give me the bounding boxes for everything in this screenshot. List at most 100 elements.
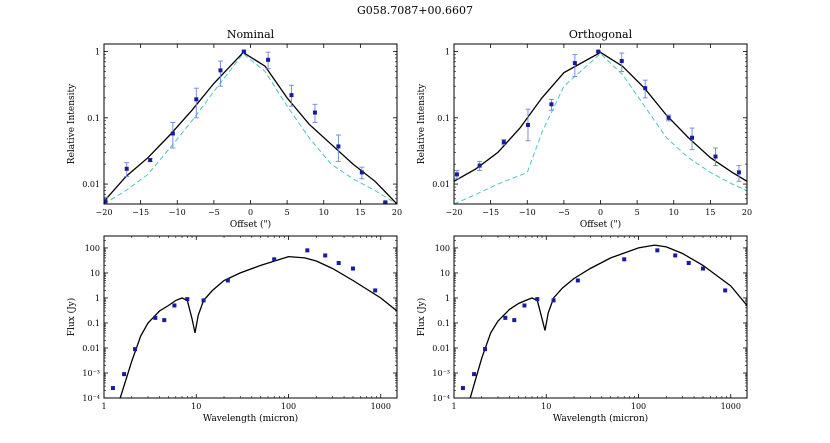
data-point	[104, 199, 108, 204]
y-tick-label: 100	[435, 244, 450, 253]
data-point	[686, 260, 691, 265]
x-tick-label: 1	[101, 402, 106, 411]
y-tick-label: 0.1	[437, 114, 450, 123]
y-tick-label: 1	[445, 294, 450, 303]
x-tick-label: −10	[519, 208, 536, 217]
beam-profile-line	[104, 52, 397, 204]
data-point	[350, 266, 355, 271]
data-point	[383, 200, 388, 204]
data-point	[110, 386, 115, 391]
data-point	[512, 318, 517, 323]
data-point	[483, 347, 488, 352]
data-point	[736, 170, 741, 175]
y-tick-label: 100	[85, 244, 100, 253]
y-tick-label: 0.1	[87, 114, 100, 123]
plot-frame	[453, 43, 748, 205]
x-tick-label: 1000	[371, 402, 391, 411]
x-tick-label: 10	[319, 208, 329, 217]
x-tick-label: 1000	[721, 402, 741, 411]
x-tick-label: −15	[482, 208, 499, 217]
x-tick-label: −15	[132, 208, 149, 217]
data-point	[323, 253, 328, 258]
y-tick-label: 10⁻⁴	[82, 394, 100, 403]
plot-area	[104, 49, 397, 204]
y-tick-label: 10⁻³	[432, 369, 450, 378]
data-point	[472, 372, 477, 377]
plot-sed-nominal: 1 10 100 1000 10⁻⁴ 10⁻³ 0.01 0.1 1 10 100 Wavelengt…	[66, 235, 398, 424]
plot-frame	[103, 235, 398, 399]
data-point	[218, 68, 223, 73]
x-tick-label: 15	[705, 208, 715, 217]
y-axis-label: Relative Intensity	[67, 83, 77, 164]
plots-group: Nominal−20 −15 −10 −5 0 5 10 15 200.010.11Offset…	[66, 28, 752, 424]
model-line	[469, 244, 747, 398]
data-point	[700, 266, 705, 271]
plot-area	[460, 244, 747, 398]
data-point	[655, 248, 660, 253]
plot-area	[110, 248, 397, 398]
data-point	[373, 288, 378, 293]
x-tick-label: 10	[191, 402, 201, 411]
data-point	[162, 318, 167, 323]
data-point	[133, 347, 138, 352]
x-tick-label: 0	[248, 208, 253, 217]
y-tick-label: 1	[95, 294, 100, 303]
plot-frame	[453, 235, 748, 399]
data-point	[723, 288, 728, 293]
data-point	[501, 140, 506, 145]
x-tick-label: 10	[669, 208, 679, 217]
y-tick-label: 1	[445, 48, 450, 57]
plot-title: Orthogonal	[569, 28, 633, 41]
model-line	[104, 51, 397, 204]
data-point	[619, 59, 624, 64]
x-tick-label: 5	[285, 208, 290, 217]
data-point	[266, 57, 271, 62]
x-tick-label: 20	[742, 208, 752, 217]
data-point	[477, 163, 482, 168]
data-point	[535, 297, 540, 302]
y-tick-label: 0.01	[82, 180, 100, 189]
y-tick-label: 10⁻⁴	[432, 394, 450, 403]
data-point	[124, 166, 129, 171]
x-tick-label: 5	[635, 208, 640, 217]
data-point	[572, 61, 577, 66]
data-point	[194, 97, 199, 102]
data-point	[690, 135, 695, 140]
model-line	[454, 51, 747, 182]
beam-profile-line	[454, 52, 747, 204]
data-point	[153, 315, 158, 320]
data-point	[172, 303, 177, 308]
data-point	[551, 298, 556, 303]
data-point	[454, 172, 459, 177]
x-tick-label: −20	[446, 208, 463, 217]
x-axis-label: Offset (")	[580, 219, 621, 230]
x-axis-label: Wavelength (micron)	[203, 413, 298, 424]
data-point	[522, 303, 527, 308]
data-point	[575, 278, 580, 283]
y-tick-label: 0.01	[82, 344, 100, 353]
y-tick-label: 10	[440, 269, 450, 278]
data-point	[312, 110, 317, 115]
plot-sed-orthogonal: 1 10 100 1000 10⁻⁴ 10⁻³ 0.01 0.1 1 10 100 Wavelengt…	[416, 235, 748, 424]
plot-nominal: Nominal −20 −15 −10 −5 0 5 10 15 20 0.01 0.1 1 Offset…	[67, 28, 402, 230]
plot-orthogonal: Orthogonal −20 −15 −10 −5 0 5 10 15 20 0.01 0.1 1 Off…	[417, 28, 752, 230]
y-axis-label: Relative Intensity	[417, 83, 427, 164]
data-point	[148, 158, 153, 163]
y-tick-label: 0.1	[87, 319, 100, 328]
data-point	[525, 122, 530, 127]
data-point	[201, 298, 206, 303]
data-point	[643, 86, 648, 91]
data-point	[170, 131, 175, 136]
y-tick-label: 0.1	[437, 319, 450, 328]
x-tick-label: −10	[169, 208, 186, 217]
x-axis-label: Offset (")	[230, 219, 271, 230]
data-point	[185, 297, 190, 302]
x-tick-label: −5	[558, 208, 570, 217]
data-point	[225, 278, 230, 283]
x-tick-label: 1	[451, 402, 456, 411]
data-point	[673, 253, 678, 258]
x-tick-label: 20	[392, 208, 402, 217]
data-point	[503, 315, 508, 320]
data-point	[305, 248, 310, 253]
